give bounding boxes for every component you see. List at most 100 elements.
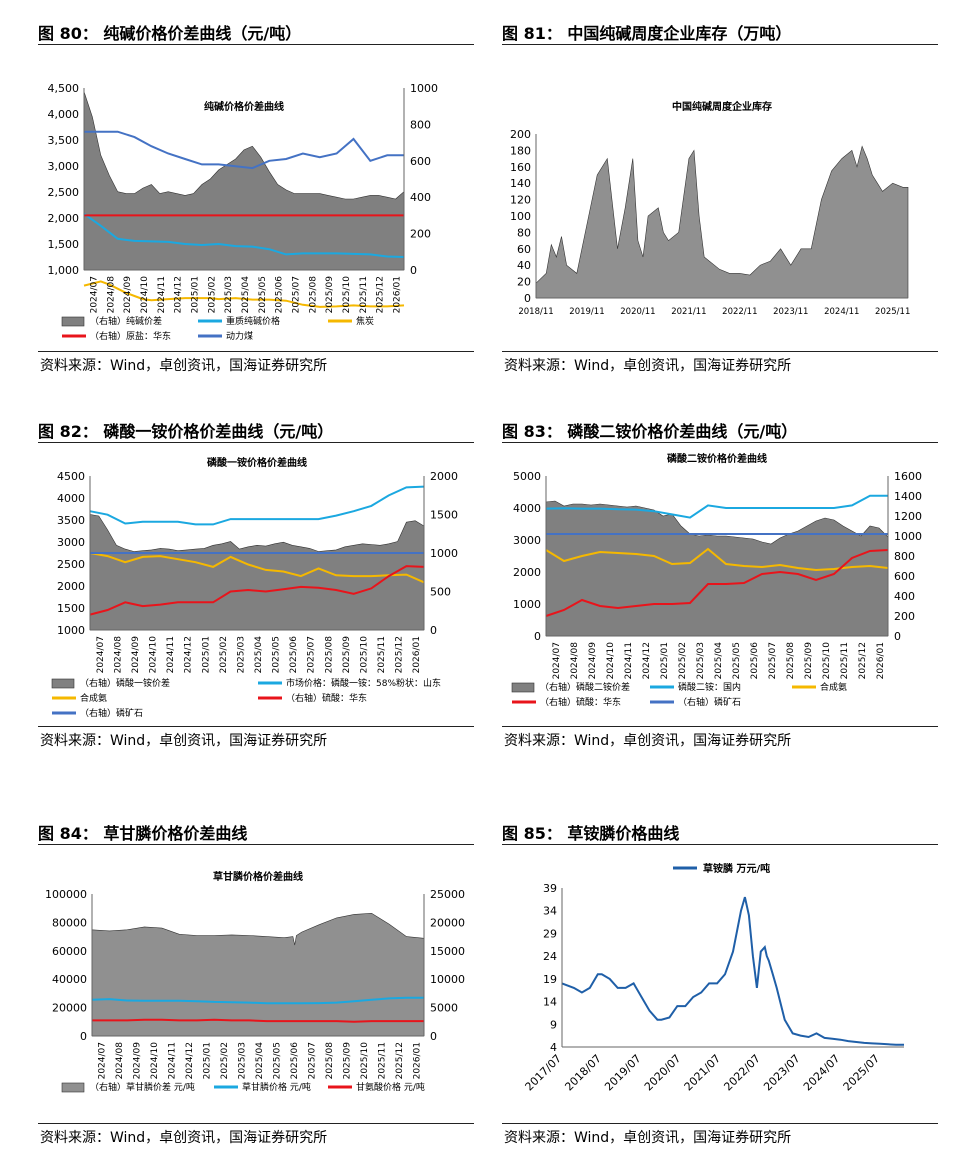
x-tick-label: 2025/04 <box>714 642 724 680</box>
legend-label: （右轴）硫酸：华东 <box>286 692 367 704</box>
x-tick-label: 2026/01 <box>412 1042 422 1079</box>
x-tick-label: 2022/07 <box>721 1052 763 1094</box>
y-tick-label: 1000 <box>57 624 85 637</box>
y2-tick-label: 500 <box>430 586 451 599</box>
legend-label: 草甘膦价格 元/吨 <box>242 1081 311 1093</box>
x-tick-label: 2025/08 <box>324 636 334 674</box>
y-tick-label: 1,000 <box>48 264 80 277</box>
x-tick-label: 2025/08 <box>786 642 796 680</box>
legend-label: 磷酸二铵：国内 <box>678 681 741 693</box>
legend-label: 草铵膦 万元/吨 <box>703 862 770 875</box>
figure-title: 图 82： 磷酸一铵价格价差曲线（元/吨） <box>38 422 334 441</box>
x-tick-label: 2025/04 <box>255 1042 265 1080</box>
legend-label: （右轴）磷矿石 <box>678 696 741 708</box>
x-tick-label: 2019/11 <box>569 307 604 317</box>
x-tick-label: 2025/11 <box>840 642 850 679</box>
source-note: 资料来源：Wind，卓创资讯，国海证券研究所 <box>504 1130 792 1146</box>
x-tick-label: 2025/01 <box>660 642 670 679</box>
y-tick-label: 1,500 <box>48 238 80 251</box>
x-tick-label: 2025/06 <box>290 1042 300 1080</box>
y-tick-label: 180 <box>510 144 531 157</box>
y2-tick-label: 5000 <box>430 1002 458 1015</box>
y2-tick-label: 1600 <box>894 470 922 483</box>
chart-c81: 中国纯碱周度企业库存 0 20 40 60 80 100 120 140 160 180 200 201… <box>510 100 910 317</box>
source-note: 资料来源：Wind，卓创资讯，国海证券研究所 <box>40 358 328 374</box>
y-tick-label: 4,500 <box>48 82 80 95</box>
x-tick-label: 2024/09 <box>131 636 141 674</box>
figure-title: 图 85： 草铵膦价格曲线 <box>502 824 680 843</box>
chart-title: 纯碱价格价差曲线 <box>204 100 284 113</box>
x-tick-label: 2025/03 <box>236 636 246 673</box>
x-tick-label: 2024/12 <box>174 276 184 313</box>
y2-tick-label: 1000 <box>410 82 438 95</box>
x-tick-label: 2017/07 <box>523 1052 565 1094</box>
y2-tick-label: 400 <box>410 191 431 204</box>
y-tick-label: 100 <box>510 210 531 223</box>
x-tick-label: 2024/10 <box>140 276 150 314</box>
y2-tick-label: 15000 <box>430 945 465 958</box>
y-tick-label: 14 <box>543 996 557 1009</box>
legend-label: 合成氨 <box>80 692 107 704</box>
y-tick-label: 24 <box>543 950 557 963</box>
legend-swatch <box>61 1082 85 1093</box>
y-tick-label: 3500 <box>57 514 85 527</box>
figure-title: 图 83： 磷酸二铵价格价差曲线（元/吨） <box>502 422 798 441</box>
x-tick-label: 2018/07 <box>562 1052 604 1094</box>
x-tick-label: 2026/01 <box>412 636 422 673</box>
series-area-0 <box>91 912 425 1037</box>
y-tick-label: 120 <box>510 194 531 207</box>
y-tick-label: 60 <box>517 243 531 256</box>
source-note: 资料来源：Wind，卓创资讯，国海证券研究所 <box>40 733 328 749</box>
series-area-0 <box>89 514 425 631</box>
x-tick-label: 2024/08 <box>570 642 580 680</box>
x-tick-label: 2023/11 <box>773 307 808 317</box>
x-tick-label: 2025/04 <box>241 276 251 314</box>
legend-label: 市场价格：磷酸一铵：58%粉状：山东 <box>286 677 441 689</box>
x-tick-label: 2024/07 <box>801 1052 843 1094</box>
legend-label: （右轴）原盐：华东 <box>90 330 171 342</box>
x-tick-label: 2024/07 <box>96 636 106 673</box>
x-tick-label: 2024/09 <box>123 276 133 314</box>
x-tick-label: 2019/07 <box>602 1052 644 1094</box>
y-tick-label: 0 <box>524 292 531 305</box>
source-rule <box>502 726 938 727</box>
x-tick-label: 2024/10 <box>150 1042 160 1080</box>
x-tick-label: 2024/08 <box>113 636 123 674</box>
x-tick-label: 2025/06 <box>275 276 285 314</box>
y-tick-label: 20 <box>517 276 531 289</box>
y2-tick-label: 1200 <box>894 510 922 523</box>
legend-label: （右轴）草甘膦价差 元/吨 <box>90 1081 195 1093</box>
x-tick-label: 2021/07 <box>682 1052 724 1094</box>
figure-title: 图 84： 草甘膦价格价差曲线 <box>38 824 248 843</box>
x-tick-label: 2025/11 <box>359 276 369 313</box>
figure-title: 图 80： 纯碱价格价差曲线（元/吨） <box>38 24 302 43</box>
y2-tick-label: 800 <box>410 118 431 131</box>
series-line-2 <box>92 1018 424 1023</box>
series-line-4 <box>84 130 404 170</box>
x-tick-label: 2025/03 <box>224 276 234 313</box>
y-tick-label: 4 <box>550 1041 557 1054</box>
y-tick-label: 160 <box>510 161 531 174</box>
panel-fig81: 图 81： 中国纯碱周度企业库存（万吨） 中国纯碱周度企业库存 0 20 40 60 80… <box>502 20 938 380</box>
x-tick-label: 2024/10 <box>606 642 616 680</box>
panel-fig83: 图 83： 磷酸二铵价格价差曲线（元/吨） 磷酸二铵价格价差曲线 0 1000 200… <box>502 418 938 758</box>
y2-tick-label: 0 <box>410 264 417 277</box>
y-tick-label: 2,500 <box>48 186 80 199</box>
y-tick-label: 200 <box>510 128 531 141</box>
x-tick-label: 2022/11 <box>722 307 757 317</box>
x-tick-label: 2025/08 <box>308 276 318 314</box>
chart-c83: 磷酸二铵价格价差曲线 0 1000 2000 3000 4000 5000 0 200 400 60… <box>511 452 922 708</box>
y-tick-label: 9 <box>550 1018 557 1031</box>
x-tick-label: 2025/10 <box>342 276 352 314</box>
x-tick-label: 2025/05 <box>272 636 282 673</box>
x-tick-label: 2024/11 <box>824 307 859 317</box>
chart-c84: 草甘膦价格价差曲线 0 20000 40000 60000 80000 100000 0 500… <box>45 870 465 1093</box>
x-tick-label: 2025/05 <box>258 276 268 313</box>
x-tick-label: 2024/07 <box>552 642 562 679</box>
x-tick-label: 2025/12 <box>858 642 868 679</box>
y2-tick-label: 0 <box>894 630 901 643</box>
legend-label: 合成氨 <box>820 681 847 693</box>
y-tick-label: 3000 <box>57 536 85 549</box>
legend-swatch <box>511 682 535 693</box>
x-tick-label: 2025/12 <box>376 276 386 313</box>
